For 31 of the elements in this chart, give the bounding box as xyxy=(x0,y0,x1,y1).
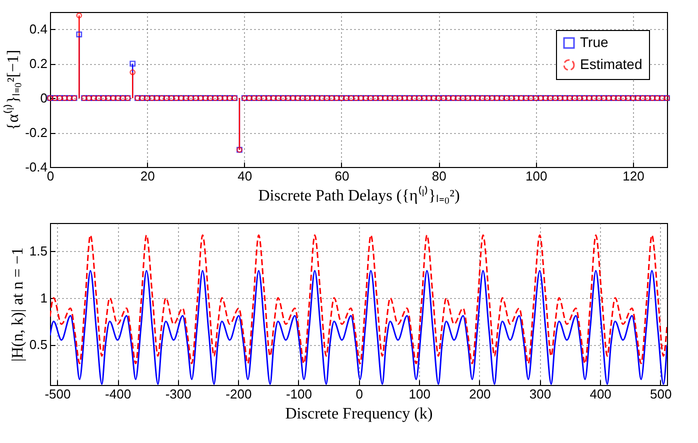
x-tick-label: 200 xyxy=(469,386,491,402)
y-tick-label: 0.4 xyxy=(29,22,48,37)
y-tick-label: 0.2 xyxy=(29,56,48,72)
y-tick-label: 0.5 xyxy=(29,337,48,352)
x-tick-label: 300 xyxy=(529,386,552,402)
y-axis-title: {α⁽ˡ⁾}ₗ₌₀²[−1] xyxy=(3,50,22,130)
x-tick-label: 80 xyxy=(432,168,446,184)
x-tick-label: 60 xyxy=(334,168,350,184)
legend-label: True xyxy=(580,34,608,50)
x-tick-label: -500 xyxy=(44,386,71,402)
x-tick-label: -100 xyxy=(286,386,312,402)
x-tick-label: 100 xyxy=(408,386,430,402)
y-tick-label: 1.5 xyxy=(29,244,48,259)
x-axis-title: Discrete Path Delays ({η⁽ˡ⁾}ₗ₌₀²) xyxy=(258,186,460,204)
x-tick-label: -400 xyxy=(105,386,132,402)
x-tick-label: 500 xyxy=(650,386,672,402)
y-tick-label: 1 xyxy=(40,290,48,306)
x-tick-label: 120 xyxy=(622,168,644,184)
y-axis-title: |H(n, k)| at n = −1 xyxy=(9,247,26,362)
legend-label: Estimated xyxy=(580,56,642,72)
x-tick-label: -300 xyxy=(165,386,192,402)
x-tick-label: 100 xyxy=(525,168,548,184)
x-tick-label: 20 xyxy=(140,168,155,184)
y-tick-label: 0 xyxy=(40,90,48,106)
y-tick-label: -0.2 xyxy=(25,125,48,140)
x-tick-label: 0 xyxy=(356,386,363,402)
x-tick-label: 40 xyxy=(238,168,252,184)
y-tick-label: -0.4 xyxy=(25,160,48,174)
x-axis-title: Discrete Frequency (k) xyxy=(285,406,433,422)
x-tick-label: -200 xyxy=(226,386,252,402)
x-tick-label: 400 xyxy=(590,386,612,402)
